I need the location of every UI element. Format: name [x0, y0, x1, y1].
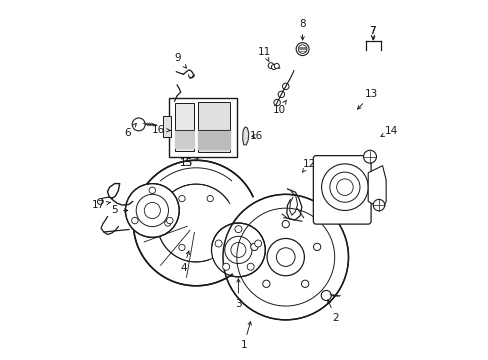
Circle shape — [215, 240, 222, 247]
Circle shape — [164, 220, 171, 226]
Text: 15: 15 — [179, 158, 198, 168]
Polygon shape — [367, 166, 386, 209]
Circle shape — [274, 63, 279, 68]
Text: 2: 2 — [327, 300, 339, 323]
Bar — [198, 102, 230, 152]
Circle shape — [321, 291, 330, 301]
Circle shape — [321, 164, 367, 211]
Circle shape — [234, 226, 242, 233]
Text: 16: 16 — [249, 131, 263, 141]
Circle shape — [313, 243, 320, 251]
Wedge shape — [134, 161, 252, 285]
Circle shape — [372, 199, 384, 211]
Circle shape — [298, 45, 306, 53]
Text: 8: 8 — [299, 19, 305, 40]
Text: 12: 12 — [302, 159, 315, 172]
Circle shape — [363, 150, 376, 163]
Circle shape — [206, 195, 213, 202]
Circle shape — [254, 240, 261, 247]
Bar — [163, 116, 170, 137]
Circle shape — [222, 263, 229, 270]
Circle shape — [271, 64, 276, 69]
Text: 14: 14 — [380, 126, 397, 136]
Circle shape — [282, 220, 289, 228]
Text: 6: 6 — [124, 123, 136, 138]
Circle shape — [211, 223, 265, 277]
Bar — [169, 98, 237, 157]
Text: 7: 7 — [369, 26, 375, 40]
Circle shape — [296, 42, 308, 55]
Bar — [174, 103, 194, 151]
Text: 7: 7 — [369, 26, 375, 39]
Circle shape — [250, 243, 258, 251]
Text: 10: 10 — [272, 100, 286, 115]
Circle shape — [97, 199, 103, 204]
Text: 1: 1 — [240, 322, 251, 350]
Circle shape — [125, 184, 179, 237]
Circle shape — [132, 118, 145, 131]
Circle shape — [166, 217, 173, 224]
Text: 11: 11 — [257, 46, 270, 62]
Circle shape — [267, 63, 273, 68]
Text: 15: 15 — [179, 158, 192, 168]
Circle shape — [179, 195, 185, 202]
Text: 4: 4 — [180, 251, 189, 273]
Circle shape — [131, 217, 138, 224]
Circle shape — [223, 194, 348, 320]
FancyBboxPatch shape — [313, 156, 370, 224]
Circle shape — [149, 187, 155, 194]
Text: 17: 17 — [91, 200, 110, 210]
Text: 16: 16 — [151, 125, 170, 135]
Text: 13: 13 — [357, 89, 378, 109]
Text: 9: 9 — [174, 53, 186, 68]
Circle shape — [246, 263, 254, 270]
Text: 5: 5 — [111, 206, 127, 216]
Text: 3: 3 — [235, 279, 241, 309]
Circle shape — [301, 280, 308, 287]
Circle shape — [179, 244, 185, 251]
Polygon shape — [242, 127, 248, 145]
Circle shape — [262, 280, 269, 287]
